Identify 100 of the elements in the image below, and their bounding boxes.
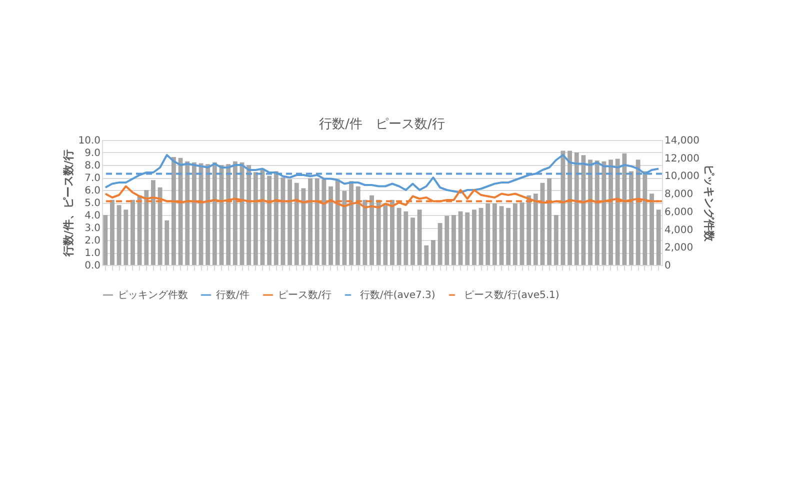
bar [288, 179, 292, 265]
y2-tick-label: 4,000 [664, 224, 694, 236]
bar [642, 171, 648, 265]
bar [308, 178, 313, 265]
legend-label: ピース数/行(ave5.1) [464, 290, 560, 301]
y-tick-label: 10.0 [78, 136, 100, 146]
bar [362, 200, 368, 265]
bar [615, 158, 620, 265]
y-axis-title: 行数/件、ピース数/行 [62, 149, 76, 258]
bar [438, 223, 442, 265]
line-series [104, 154, 660, 194]
bar [396, 208, 402, 265]
bar [465, 212, 470, 265]
bar [574, 152, 579, 265]
bar [232, 161, 238, 265]
bar [349, 181, 354, 265]
bar [171, 156, 176, 265]
bar [602, 161, 606, 265]
bar [130, 200, 135, 265]
bar [451, 215, 456, 265]
y2-tick-label: 10,000 [664, 171, 700, 182]
bar [458, 211, 463, 265]
bar [554, 215, 558, 265]
bar [301, 188, 306, 265]
bar [376, 200, 381, 265]
bar [512, 203, 518, 265]
bar [472, 210, 476, 265]
bar [151, 180, 156, 265]
bar [137, 195, 142, 265]
bar [328, 186, 333, 265]
bar [192, 162, 196, 265]
y-tick-label: 2.0 [84, 236, 100, 246]
bar [622, 153, 627, 265]
bar [164, 220, 170, 265]
y-tick-label: 1.0 [84, 248, 100, 259]
legend-label: ピース数/行 [278, 290, 332, 301]
bar [492, 203, 497, 265]
bar [103, 215, 108, 265]
bar [246, 165, 252, 265]
y-tick-label: 0.0 [84, 260, 100, 272]
bar [274, 171, 278, 265]
bar [322, 179, 326, 265]
y-tick-label: 5.0 [84, 198, 100, 209]
bar [424, 245, 429, 265]
bar [144, 190, 149, 265]
bar [383, 205, 388, 265]
bar [608, 160, 613, 265]
y-tick-label: 9.0 [84, 148, 100, 159]
bar [526, 195, 532, 265]
bar [212, 162, 217, 265]
bar [253, 172, 258, 265]
bar [636, 160, 640, 265]
bar [594, 160, 600, 265]
bar [499, 206, 504, 265]
bar [486, 203, 490, 265]
bar [547, 178, 552, 265]
bar [390, 200, 394, 265]
bar [267, 176, 272, 265]
bar [185, 161, 190, 265]
y-tick-label: 7.0 [84, 173, 100, 184]
bar [506, 208, 511, 265]
bar [124, 210, 128, 265]
bar [533, 194, 538, 265]
legend-label: 行数/件(ave7.3) [360, 290, 436, 301]
bar [206, 164, 210, 265]
y-tick-label: 3.0 [84, 223, 100, 234]
bar [581, 155, 586, 265]
bar [342, 190, 347, 265]
bar [226, 164, 231, 265]
bar [444, 216, 450, 265]
chart-title: 行数/件 ピース数/行 [319, 117, 445, 132]
bar [629, 171, 634, 265]
y2-tick-label: 14,000 [664, 136, 700, 146]
y2-tick-label: 8,000 [664, 189, 694, 200]
y-tick-label: 8.0 [84, 160, 100, 172]
y-tick-label: 6.0 [84, 186, 100, 196]
bar [568, 150, 572, 265]
bar [404, 211, 408, 265]
y2-tick-label: 2,000 [664, 242, 694, 254]
y2-tick-label: 12,000 [664, 153, 700, 164]
bar [478, 208, 484, 265]
bar [110, 200, 114, 265]
bar [356, 186, 360, 265]
y2-tick-label: 0 [664, 260, 671, 272]
y2-axis-title: ピッキング件数 [702, 164, 716, 242]
bar [314, 178, 320, 265]
bar [520, 202, 524, 265]
y2-tick-label: 6,000 [664, 206, 694, 218]
bar [335, 179, 340, 265]
bar [294, 182, 299, 265]
bar [370, 195, 374, 265]
bar [656, 210, 661, 265]
bar [158, 187, 162, 265]
bar [410, 218, 415, 265]
bar [178, 158, 183, 265]
bar [417, 210, 422, 265]
bar [650, 194, 654, 265]
bar [431, 240, 436, 265]
legend-label: ピッキング件数 [118, 290, 188, 301]
legend-label: 行数/件 [216, 290, 250, 301]
